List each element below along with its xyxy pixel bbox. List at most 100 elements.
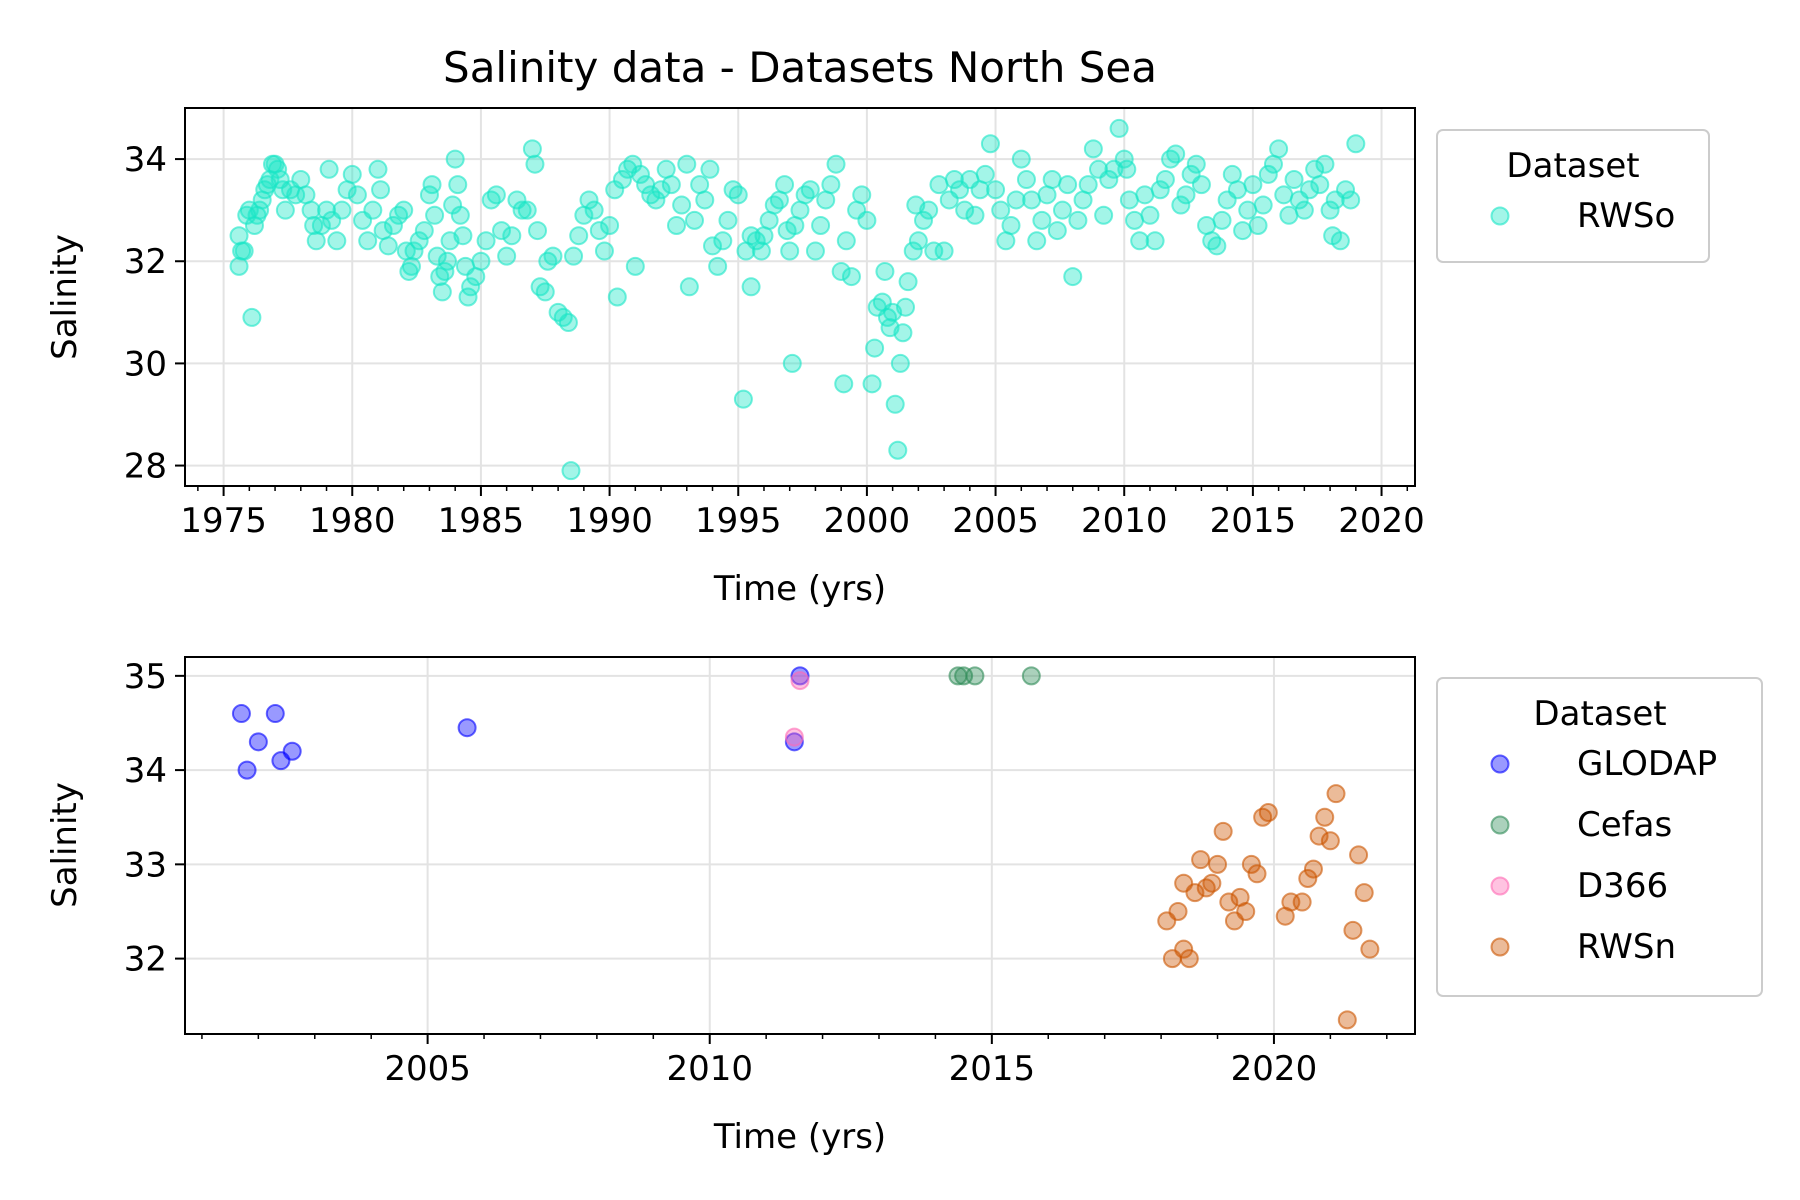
data-point bbox=[888, 440, 908, 460]
top-legend-frame bbox=[1436, 129, 1710, 263]
data-point bbox=[852, 185, 872, 205]
x-tick-label: 1975 bbox=[180, 501, 267, 541]
data-point bbox=[666, 215, 686, 235]
bottom-y-axis-label: Salinity bbox=[45, 782, 85, 908]
data-point bbox=[700, 159, 720, 179]
data-point bbox=[363, 200, 383, 220]
data-point bbox=[1279, 205, 1299, 225]
data-point bbox=[1094, 205, 1114, 225]
data-point bbox=[728, 185, 748, 205]
data-point bbox=[492, 221, 512, 241]
bottom-panel: 2005 2010 2015 2020 32 33 34 35 Time (yrs) Sali… bbox=[45, 656, 1763, 1157]
data-point bbox=[242, 307, 262, 327]
data-point bbox=[741, 277, 761, 297]
data-point bbox=[831, 261, 851, 281]
y-tick-label: 34 bbox=[124, 751, 167, 791]
data-point bbox=[1145, 231, 1165, 251]
data-point bbox=[875, 261, 895, 281]
data-point bbox=[1150, 180, 1170, 200]
bottom-legend: Dataset GLODAP Cefas D366 RWSn bbox=[1436, 677, 1763, 997]
data-point bbox=[600, 215, 620, 235]
data-point bbox=[1191, 175, 1211, 195]
data-point bbox=[1011, 149, 1031, 169]
data-point bbox=[805, 241, 825, 261]
data-point bbox=[646, 190, 666, 210]
data-point bbox=[394, 200, 414, 220]
data-point bbox=[836, 231, 856, 251]
data-point bbox=[1219, 892, 1239, 912]
data-point bbox=[924, 241, 944, 261]
x-tick-label: 2005 bbox=[384, 1049, 471, 1089]
data-point bbox=[1258, 803, 1278, 823]
series-glodap bbox=[231, 666, 810, 780]
data-point bbox=[991, 200, 1011, 220]
bottom-grid bbox=[185, 657, 1415, 1034]
data-point bbox=[522, 139, 542, 159]
data-point bbox=[708, 256, 728, 276]
data-point bbox=[965, 666, 985, 686]
data-point bbox=[677, 154, 697, 174]
data-point bbox=[1343, 920, 1363, 940]
data-point bbox=[422, 175, 442, 195]
data-point bbox=[525, 154, 545, 174]
data-point bbox=[1174, 939, 1194, 959]
data-point bbox=[625, 256, 645, 276]
data-point bbox=[695, 190, 715, 210]
data-point bbox=[319, 159, 339, 179]
data-point bbox=[790, 666, 810, 686]
data-point bbox=[569, 226, 589, 246]
data-point bbox=[1294, 200, 1314, 220]
data-point bbox=[1326, 784, 1346, 804]
series-cefas bbox=[948, 666, 1041, 686]
legend-label-rwso: RWSo bbox=[1577, 196, 1675, 236]
data-point bbox=[409, 231, 429, 251]
data-point bbox=[558, 313, 578, 333]
top-legend: Dataset RWSo bbox=[1436, 129, 1710, 263]
data-point bbox=[1068, 210, 1088, 230]
bottom-legend-frame bbox=[1436, 677, 1763, 997]
data-point bbox=[1336, 180, 1356, 200]
data-point bbox=[607, 287, 627, 307]
data-point bbox=[834, 374, 854, 394]
bottom-legend-title: Dataset bbox=[1533, 694, 1666, 734]
data-point bbox=[1309, 826, 1329, 846]
data-point bbox=[1298, 868, 1318, 888]
data-point bbox=[1130, 231, 1150, 251]
data-point bbox=[718, 210, 738, 230]
data-point bbox=[1006, 190, 1026, 210]
data-point bbox=[476, 231, 496, 251]
data-point bbox=[445, 149, 465, 169]
data-point bbox=[461, 277, 481, 297]
data-point bbox=[1191, 850, 1211, 870]
data-point bbox=[561, 461, 581, 481]
data-point bbox=[1207, 236, 1227, 256]
data-point bbox=[898, 272, 918, 292]
data-point bbox=[301, 200, 321, 220]
y-tick-label: 32 bbox=[124, 242, 167, 282]
bottom-plot-frame bbox=[184, 656, 1416, 1035]
series-d366 bbox=[784, 671, 810, 747]
data-point bbox=[347, 185, 367, 205]
data-point bbox=[579, 190, 599, 210]
legend-marker-rwso bbox=[1490, 206, 1510, 226]
data-point bbox=[564, 246, 584, 266]
data-point bbox=[1360, 939, 1380, 959]
data-point bbox=[1284, 170, 1304, 190]
data-point bbox=[1021, 666, 1041, 686]
data-point bbox=[404, 241, 424, 261]
x-tick-label: 2000 bbox=[824, 501, 911, 541]
data-point bbox=[929, 175, 949, 195]
x-tick-label: 2020 bbox=[1231, 1049, 1318, 1089]
data-point bbox=[1274, 185, 1294, 205]
data-point bbox=[1022, 190, 1042, 210]
data-point bbox=[427, 246, 447, 266]
series-rwsn bbox=[1157, 784, 1380, 1030]
data-point bbox=[1248, 215, 1268, 235]
data-point bbox=[862, 374, 882, 394]
data-point bbox=[332, 200, 352, 220]
data-point bbox=[684, 210, 704, 230]
data-point bbox=[1027, 231, 1047, 251]
top-axis-ticks: 1975 1980 1985 1990 1995 2000 2005 2010 2015 2020… bbox=[124, 140, 1425, 541]
data-point bbox=[1238, 200, 1258, 220]
data-point bbox=[543, 246, 563, 266]
